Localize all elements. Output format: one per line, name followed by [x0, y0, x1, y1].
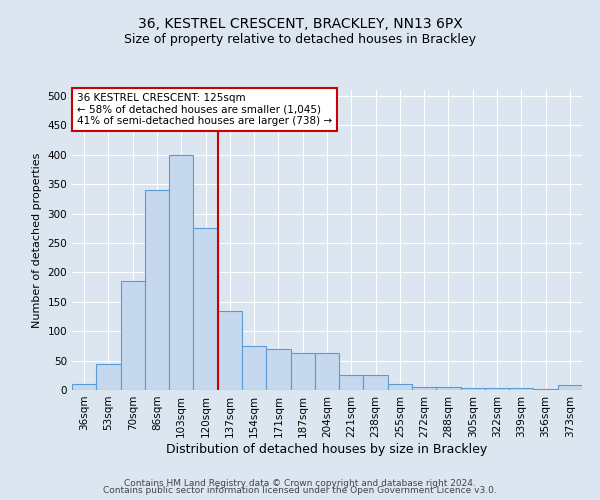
- Y-axis label: Number of detached properties: Number of detached properties: [32, 152, 42, 328]
- Bar: [121, 281, 145, 390]
- Bar: [218, 310, 242, 390]
- Bar: [388, 384, 412, 390]
- Bar: [533, 389, 558, 390]
- Bar: [72, 384, 96, 390]
- Bar: [145, 190, 169, 390]
- Bar: [364, 376, 388, 390]
- Bar: [266, 349, 290, 390]
- Text: 36 KESTREL CRESCENT: 125sqm
← 58% of detached houses are smaller (1,045)
41% of : 36 KESTREL CRESCENT: 125sqm ← 58% of det…: [77, 93, 332, 126]
- Bar: [315, 353, 339, 390]
- Bar: [436, 387, 461, 390]
- Text: Contains public sector information licensed under the Open Government Licence v3: Contains public sector information licen…: [103, 486, 497, 495]
- Bar: [96, 364, 121, 390]
- Bar: [509, 388, 533, 390]
- Bar: [290, 353, 315, 390]
- Text: Contains HM Land Registry data © Crown copyright and database right 2024.: Contains HM Land Registry data © Crown c…: [124, 478, 476, 488]
- X-axis label: Distribution of detached houses by size in Brackley: Distribution of detached houses by size …: [166, 442, 488, 456]
- Bar: [242, 346, 266, 390]
- Bar: [169, 154, 193, 390]
- Bar: [558, 386, 582, 390]
- Bar: [461, 388, 485, 390]
- Bar: [412, 387, 436, 390]
- Bar: [485, 388, 509, 390]
- Text: Size of property relative to detached houses in Brackley: Size of property relative to detached ho…: [124, 32, 476, 46]
- Bar: [339, 376, 364, 390]
- Bar: [193, 228, 218, 390]
- Text: 36, KESTREL CRESCENT, BRACKLEY, NN13 6PX: 36, KESTREL CRESCENT, BRACKLEY, NN13 6PX: [137, 18, 463, 32]
